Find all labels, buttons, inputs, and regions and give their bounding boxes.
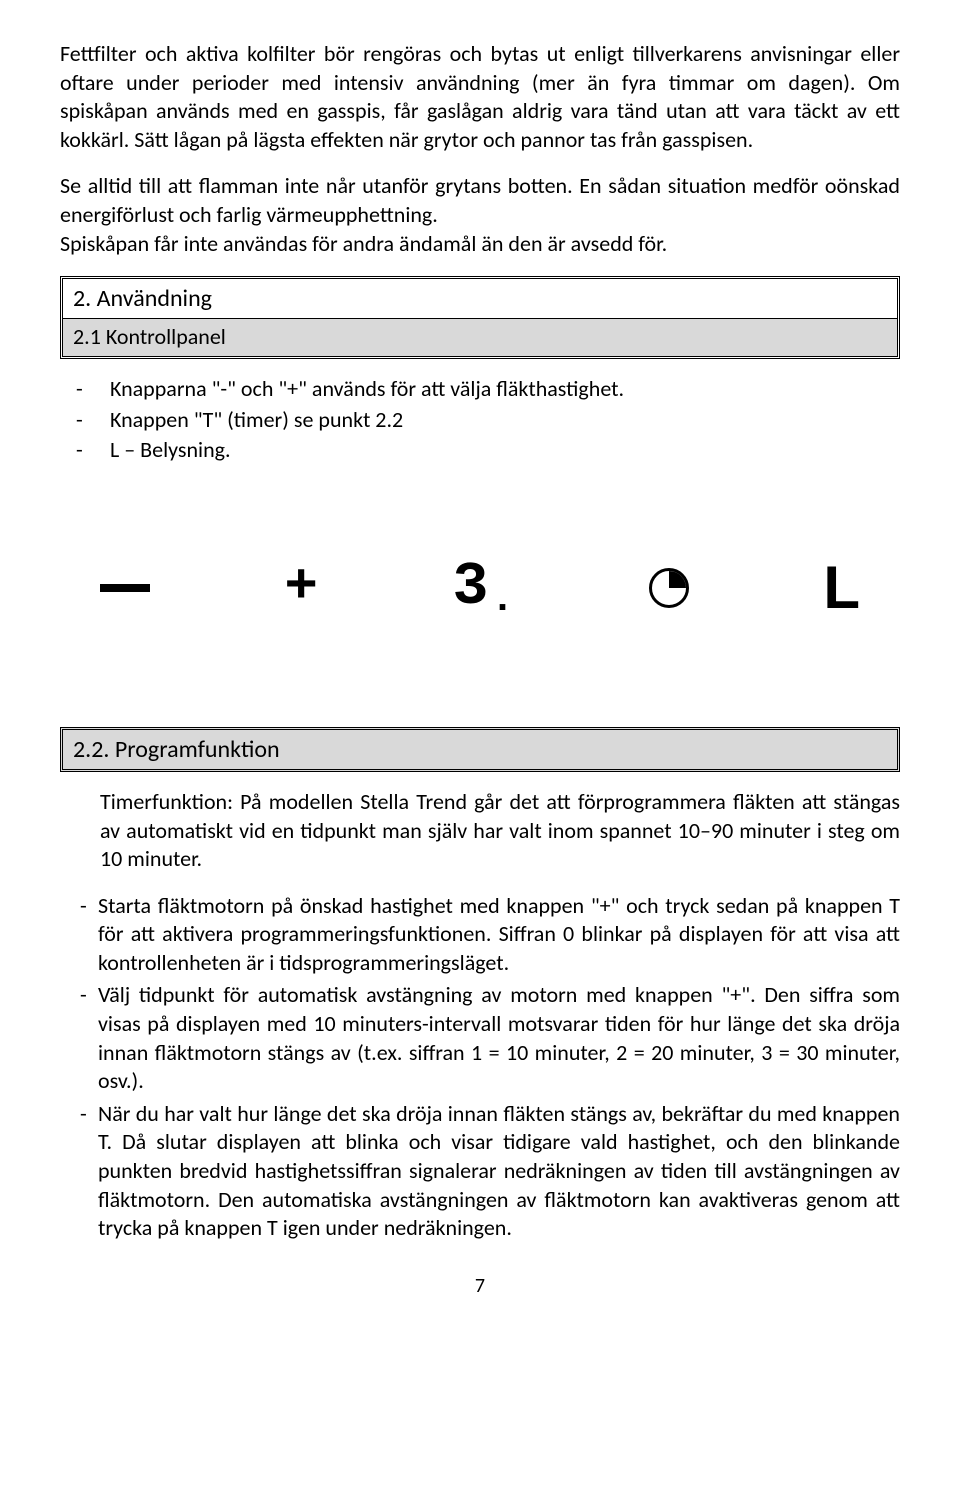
timer-description: Timerfunktion: På modellen Stella Trend … xyxy=(60,788,900,874)
list-item: L – Belysning. xyxy=(110,436,900,465)
list-item: Starta fläktmotorn på önskad hastighet m… xyxy=(80,892,900,978)
intro-paragraph-3: Spiskåpan får inte användas för andra än… xyxy=(60,230,900,259)
digit-dot: . xyxy=(490,575,514,627)
intro-paragraph-2: Se alltid till att flamman inte når utan… xyxy=(60,172,900,229)
section-2-2-title: 2.2. Programfunktion xyxy=(60,727,900,772)
speed-digit: 3 . xyxy=(452,549,514,627)
minus-icon xyxy=(100,584,150,592)
light-icon: L xyxy=(823,549,860,627)
list-item: Välj tidpunkt för automatisk avstängning… xyxy=(80,981,900,1095)
timer-icon xyxy=(649,568,689,608)
control-panel-diagram: + 3 . L xyxy=(60,489,900,707)
page-number: 7 xyxy=(60,1273,900,1299)
section-2-1-title: 2.1 Kontrollpanel xyxy=(63,318,897,356)
list-item: Knappen "T" (timer) se punkt 2.2 xyxy=(110,406,900,435)
list-item: När du har valt hur länge det ska dröja … xyxy=(80,1100,900,1243)
section-2-box: 2. Användning 2.1 Kontrollpanel xyxy=(60,276,900,359)
intro-paragraph-1: Fettfilter och aktiva kolfilter bör reng… xyxy=(60,40,900,154)
section-2-title: 2. Användning xyxy=(63,279,897,318)
control-panel-list: Knapparna "-" och "+" används för att vä… xyxy=(60,375,900,465)
list-item: Knapparna "-" och "+" används för att vä… xyxy=(110,375,900,404)
plus-icon: + xyxy=(284,551,318,624)
digit-value: 3 xyxy=(452,549,488,627)
program-steps-list: Starta fläktmotorn på önskad hastighet m… xyxy=(60,892,900,1243)
